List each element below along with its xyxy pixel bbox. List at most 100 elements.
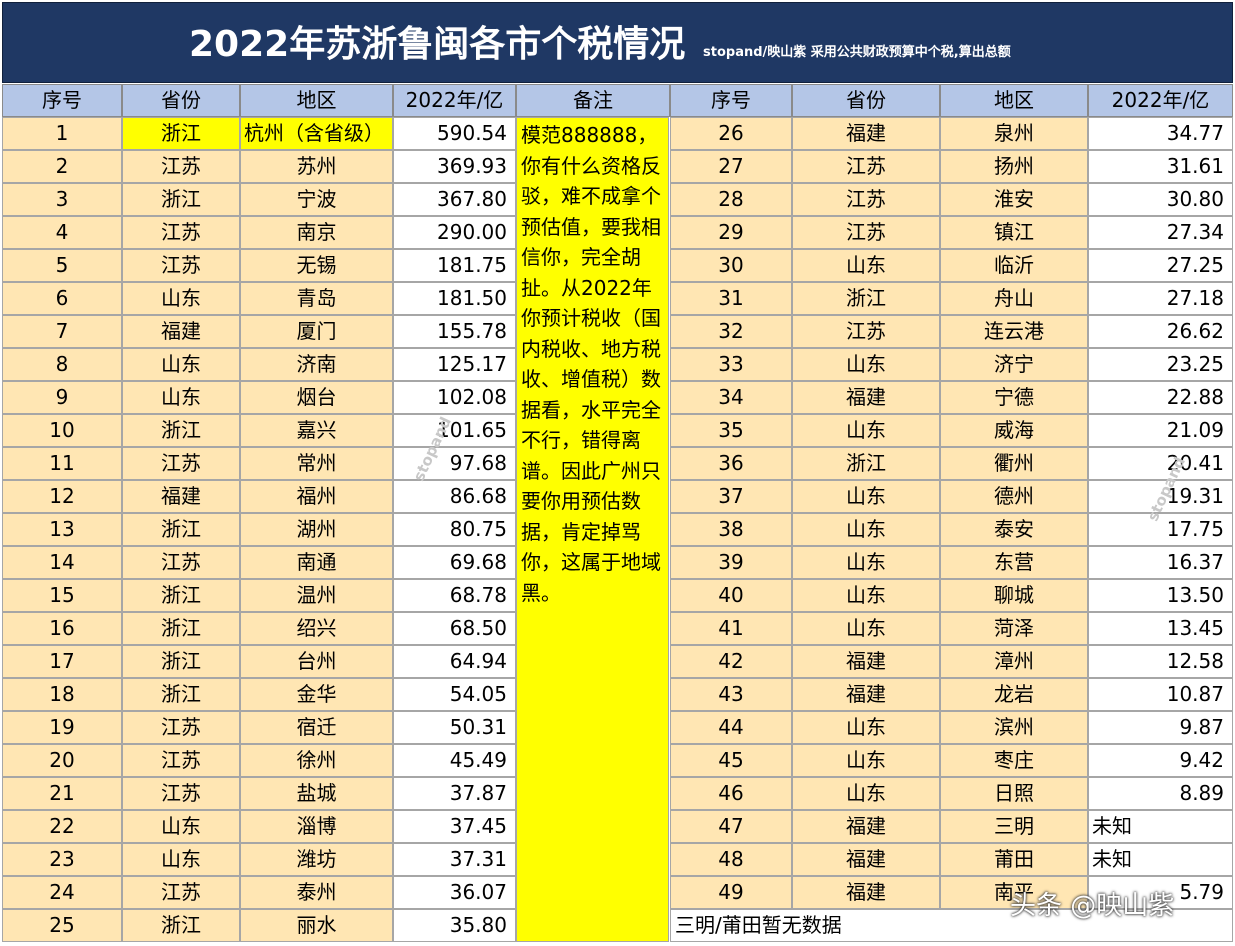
cell-value: 181.75: [393, 249, 516, 282]
cell-province: 山东: [122, 282, 240, 315]
cell-value: 8.89: [1088, 777, 1233, 810]
cell-region: 济宁: [940, 348, 1088, 381]
cell-value: 45.49: [393, 744, 516, 777]
cell-region: 泰州: [240, 876, 393, 909]
cell-province: 江苏: [122, 711, 240, 744]
cell-seq: 15: [2, 579, 122, 612]
cell-value: 13.45: [1088, 612, 1233, 645]
cell-value: 35.80: [393, 909, 516, 942]
cell-region: 淮安: [940, 183, 1088, 216]
cell-value: 27.18: [1088, 282, 1233, 315]
header-province-right: 省份: [792, 84, 940, 117]
cell-province: 山东: [122, 843, 240, 876]
cell-value: 16.37: [1088, 546, 1233, 579]
cell-region: 金华: [240, 678, 393, 711]
cell-province: 浙江: [122, 909, 240, 942]
cell-region: 镇江: [940, 216, 1088, 249]
cell-seq: 5: [2, 249, 122, 282]
cell-province: 福建: [792, 810, 940, 843]
cell-region: 南平: [940, 876, 1088, 909]
cell-seq: 1: [2, 117, 122, 150]
cell-seq: 30: [670, 249, 792, 282]
cell-province: 福建: [792, 381, 940, 414]
cell-province: 山东: [792, 711, 940, 744]
cell-seq: 48: [670, 843, 792, 876]
cell-seq: 21: [2, 777, 122, 810]
cell-region: 徐州: [240, 744, 393, 777]
cell-value: 27.34: [1088, 216, 1233, 249]
cell-seq: 6: [2, 282, 122, 315]
cell-value: 68.50: [393, 612, 516, 645]
cell-province: 山东: [792, 744, 940, 777]
cell-value: 37.45: [393, 810, 516, 843]
cell-region: 宁波: [240, 183, 393, 216]
header-region-right: 地区: [940, 84, 1088, 117]
cell-value: 10.87: [1088, 678, 1233, 711]
cell-value: 13.50: [1088, 579, 1233, 612]
cell-province: 浙江: [122, 579, 240, 612]
cell-value: 12.58: [1088, 645, 1233, 678]
cell-value: 97.68: [393, 447, 516, 480]
cell-seq: 27: [670, 150, 792, 183]
cell-value: 86.68: [393, 480, 516, 513]
cell-province: 浙江: [122, 678, 240, 711]
cell-province: 福建: [792, 645, 940, 678]
cell-province: 浙江: [792, 282, 940, 315]
cell-province: 浙江: [122, 612, 240, 645]
cell-region: 青岛: [240, 282, 393, 315]
cell-value: 9.87: [1088, 711, 1233, 744]
cell-province: 浙江: [792, 447, 940, 480]
cell-region: 德州: [940, 480, 1088, 513]
footnote: 三明/莆田暂无数据: [670, 909, 1233, 942]
cell-province: 江苏: [122, 876, 240, 909]
cell-region: 无锡: [240, 249, 393, 282]
cell-value: 17.75: [1088, 513, 1233, 546]
cell-value: 37.87: [393, 777, 516, 810]
header-seq-right: 序号: [670, 84, 792, 117]
title-bar: 2022年苏浙鲁闽各市个税情况 stopand/映山紫 采用公共财政预算中个税,…: [2, 2, 1233, 83]
cell-seq: 44: [670, 711, 792, 744]
cell-region: 莆田: [940, 843, 1088, 876]
cell-seq: 42: [670, 645, 792, 678]
cell-value: 20.41: [1088, 447, 1233, 480]
cell-seq: 8: [2, 348, 122, 381]
header-province-left: 省份: [122, 84, 240, 117]
cell-seq: 20: [2, 744, 122, 777]
cell-province: 山东: [122, 810, 240, 843]
cell-region: 泉州: [940, 117, 1088, 150]
header-seq-left: 序号: [2, 84, 122, 117]
cell-value: 590.54: [393, 117, 516, 150]
cell-region: 厦门: [240, 315, 393, 348]
cell-province: 江苏: [122, 744, 240, 777]
cell-province: 山东: [792, 480, 940, 513]
cell-province: 福建: [792, 843, 940, 876]
cell-province: 福建: [122, 315, 240, 348]
cell-seq: 2: [2, 150, 122, 183]
cell-value: 未知: [1088, 810, 1233, 843]
cell-seq: 12: [2, 480, 122, 513]
cell-seq: 31: [670, 282, 792, 315]
cell-region: 南京: [240, 216, 393, 249]
cell-province: 福建: [122, 480, 240, 513]
cell-value: 369.93: [393, 150, 516, 183]
cell-province: 山东: [792, 513, 940, 546]
cell-seq: 45: [670, 744, 792, 777]
cell-seq: 25: [2, 909, 122, 942]
cell-seq: 49: [670, 876, 792, 909]
cell-region: 常州: [240, 447, 393, 480]
cell-region: 杭州（含省级）: [240, 117, 393, 150]
cell-province: 山东: [792, 348, 940, 381]
cell-value: 未知: [1088, 843, 1233, 876]
cell-province: 山东: [122, 381, 240, 414]
cell-region: 宁德: [940, 381, 1088, 414]
page-title: 2022年苏浙鲁闽各市个税情况: [189, 24, 686, 65]
note-cell: 模范888888，你有什么资格反驳，难不成拿个预估值，要我相信你，完全胡扯。从2…: [516, 117, 669, 942]
cell-region: 日照: [940, 777, 1088, 810]
cell-region: 三明: [940, 810, 1088, 843]
cell-province: 浙江: [122, 645, 240, 678]
cell-value: 21.09: [1088, 414, 1233, 447]
cell-value: 181.50: [393, 282, 516, 315]
cell-province: 浙江: [122, 117, 240, 150]
cell-seq: 36: [670, 447, 792, 480]
cell-seq: 35: [670, 414, 792, 447]
